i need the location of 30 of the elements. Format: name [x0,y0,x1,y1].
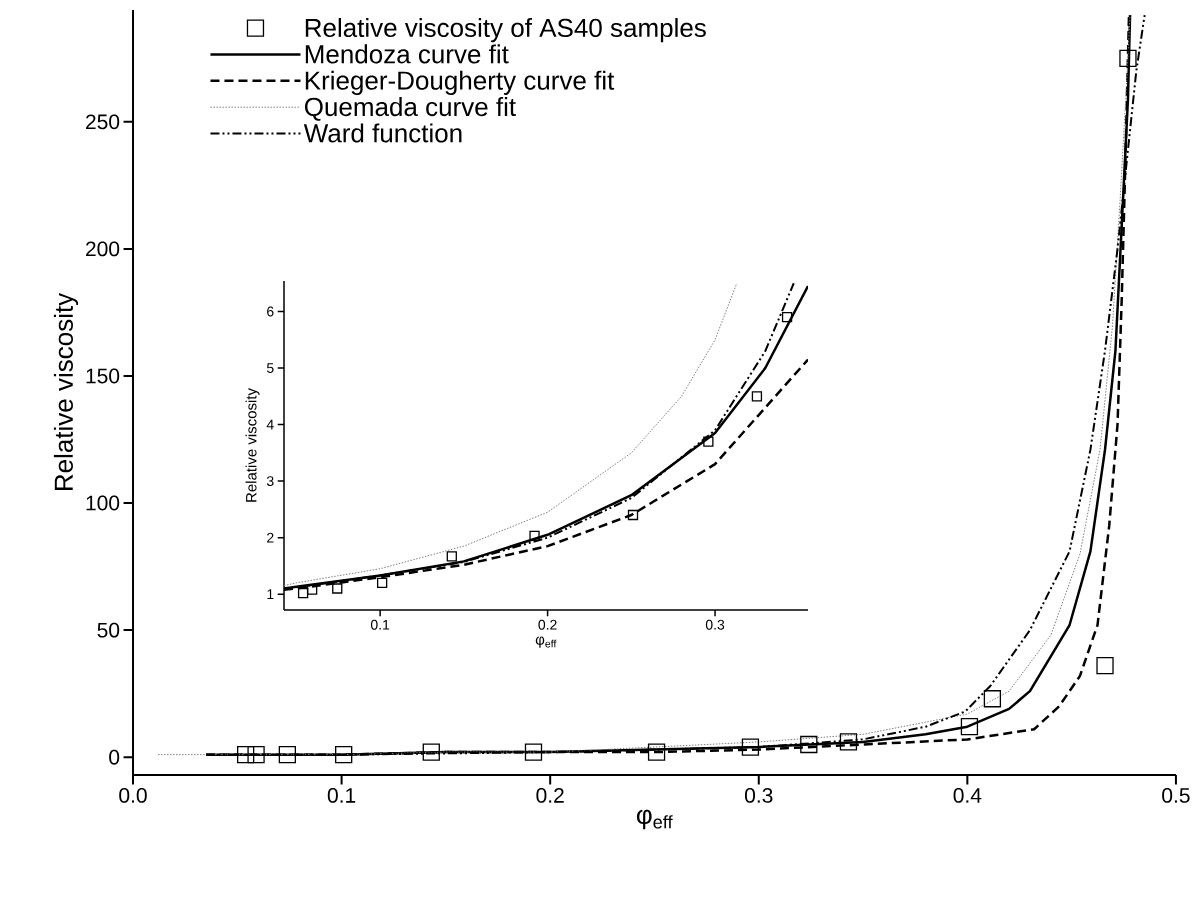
x-axis-title: φ$_{eff}$ [535,636,557,648]
x-tick-label: 0.2 [538,619,557,630]
y-tick-label: 4 [266,419,274,430]
x-tick-label: 0.4 [953,787,982,803]
y-tick-label: 0 [109,749,120,765]
y-tick-label: 6 [267,306,274,317]
y-tick-label: 50 [97,622,120,638]
y-tick-label: 1 [267,589,274,599]
x-tick-label: 0.5 [1162,787,1190,803]
legend-label: Mendoza curve fit [305,44,509,64]
legend-label: Krieger-Dougherty curve fit [305,70,615,95]
y-tick-label: 5 [266,363,274,373]
y-tick-label: 2 [267,532,274,543]
x-tick-label: 0.0 [119,787,147,803]
y-axis-title: Relative viscosity [53,292,79,491]
x-tick-label: 0.1 [327,787,356,803]
legend-label: Relative viscosity of AS40 samples [305,18,706,43]
x-tick-label: 0.1 [370,619,390,630]
x-tick-label: 0.3 [705,619,725,630]
y-tick-label: 3 [266,476,274,487]
x-tick-label: 0.2 [536,787,564,803]
y-tick-label: 200 [86,241,120,257]
legend-label: Quemada curve fit [304,97,516,121]
y-tick-label: 150 [86,368,120,384]
x-axis-title: φ$_{eff}$ [636,809,673,830]
y-tick-label: 100 [86,495,120,511]
x-tick-label: 0.3 [744,787,773,803]
legend-label: Ward function [303,123,462,143]
y-axis-title: Relative viscosity [245,388,260,502]
y-tick-label: 250 [86,114,120,130]
